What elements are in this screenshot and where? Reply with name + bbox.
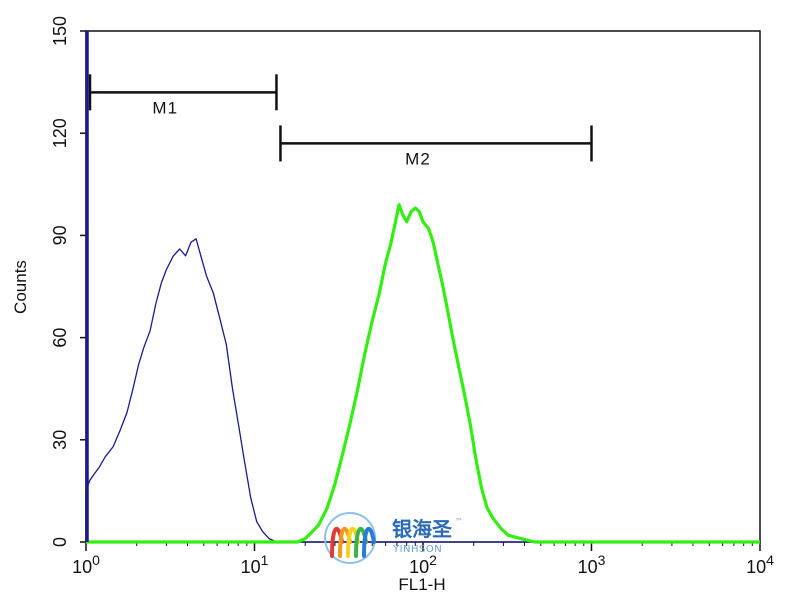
y-tick-label-0: 0 — [50, 537, 70, 547]
x-tick-label-1: 100 — [72, 552, 100, 577]
marker-m2: M2 — [279, 125, 593, 168]
y-axis: 0 30 60 90 120 150 — [50, 16, 86, 547]
x-tick-label-100: 102 — [409, 552, 437, 577]
watermark-text: 银海圣 — [392, 517, 453, 541]
watermark-tm: ™ — [455, 517, 463, 526]
marker-m1: M1 — [88, 74, 278, 117]
x-axis: 100 101 102 103 104 — [72, 542, 774, 577]
histogram-series-2 — [86, 203, 760, 544]
watermark-icon — [324, 512, 376, 564]
marker-label-m1: M1 — [152, 98, 178, 117]
watermark-logo: 银海圣 ™ YINHSON — [324, 512, 463, 564]
y-axis-title: Counts — [11, 260, 30, 314]
y-tick-label-60: 60 — [50, 328, 70, 348]
x-axis-title: FL1-H — [398, 575, 445, 594]
y-tick-label-150: 150 — [50, 16, 70, 46]
watermark-subtext: YINHSON — [392, 544, 442, 555]
y-tick-label-30: 30 — [50, 430, 70, 450]
histogram-series — [85, 31, 760, 544]
x-tick-label-10: 101 — [241, 552, 269, 577]
x-tick-label-10000: 104 — [746, 552, 774, 577]
plot-frame — [85, 30, 761, 543]
marker-label-m2: M2 — [405, 149, 431, 168]
y-tick-label-90: 90 — [50, 225, 70, 245]
gate-markers: M1 M2 — [88, 74, 593, 168]
x-tick-label-1000: 103 — [578, 552, 606, 577]
y-tick-label-120: 120 — [50, 118, 70, 148]
